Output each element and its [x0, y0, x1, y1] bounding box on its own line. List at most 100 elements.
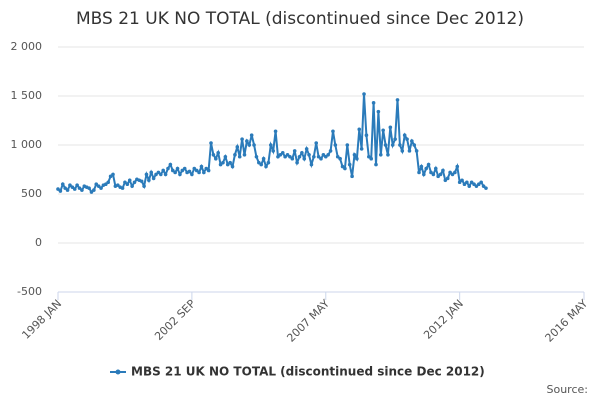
point [96, 184, 101, 188]
point [417, 170, 421, 175]
point [127, 178, 132, 183]
point [388, 125, 393, 130]
point [235, 145, 240, 149]
point [249, 133, 254, 137]
point [130, 184, 134, 188]
point [371, 101, 376, 105]
point [474, 184, 479, 188]
point [187, 169, 192, 174]
point [300, 151, 304, 155]
point [390, 143, 395, 147]
point [104, 182, 108, 186]
point [367, 154, 371, 159]
point [199, 164, 204, 169]
point [273, 129, 278, 134]
point [469, 180, 474, 185]
point [278, 153, 283, 157]
point [237, 154, 242, 159]
point [462, 182, 467, 186]
point [132, 180, 137, 185]
source: Source: [547, 383, 589, 396]
point [374, 162, 378, 167]
point [445, 176, 450, 181]
point [398, 143, 402, 147]
point [333, 143, 338, 147]
point [211, 153, 216, 157]
point [247, 143, 252, 147]
point [314, 141, 319, 145]
legend-marker [115, 369, 121, 375]
point [65, 188, 70, 192]
point [268, 143, 273, 147]
point [312, 154, 316, 159]
point [106, 180, 111, 185]
point [457, 180, 462, 185]
point [326, 153, 330, 157]
point [479, 180, 483, 185]
point [139, 179, 144, 184]
point [75, 183, 79, 187]
point [151, 176, 156, 181]
point [63, 186, 67, 190]
point [170, 168, 175, 173]
point [120, 186, 125, 190]
point [302, 156, 307, 161]
x-tick-label: 2002 SEP [152, 297, 198, 343]
point [115, 183, 120, 187]
x-tick-label: 2007 MAY [284, 297, 332, 345]
point [209, 141, 213, 145]
point [276, 154, 280, 159]
point [202, 170, 206, 175]
point [192, 166, 197, 171]
point [338, 156, 342, 161]
point [400, 149, 405, 153]
point [460, 178, 464, 183]
y-tick-label: 1 500 [11, 89, 43, 102]
y-tick-label: 2 000 [11, 40, 43, 53]
point [166, 166, 170, 171]
point [58, 189, 63, 193]
point [221, 160, 225, 165]
point [80, 188, 84, 192]
point [467, 184, 472, 188]
point [386, 153, 390, 157]
point [178, 172, 182, 177]
point [123, 180, 127, 185]
point [147, 178, 151, 183]
point [405, 137, 409, 141]
point [316, 154, 321, 159]
point [319, 156, 323, 161]
point [156, 170, 161, 175]
point [465, 180, 469, 185]
point [89, 190, 94, 194]
point [280, 151, 285, 155]
point [225, 162, 230, 167]
point [190, 172, 194, 177]
chart-title: MBS 21 UK NO TOTAL (discontinued since D… [76, 9, 524, 29]
point [414, 149, 419, 153]
point [331, 129, 335, 134]
point [228, 160, 232, 165]
point [72, 187, 77, 191]
point [412, 143, 417, 147]
point [230, 164, 235, 169]
x-tick-label: 2016 MAY [543, 297, 591, 345]
point [285, 153, 290, 157]
point [355, 156, 359, 161]
point [422, 172, 426, 177]
point [438, 172, 443, 177]
point [180, 168, 185, 173]
point [393, 137, 397, 141]
point [264, 164, 268, 169]
point [345, 143, 350, 147]
point [142, 184, 146, 188]
point [443, 178, 448, 183]
point [218, 162, 223, 167]
point [197, 170, 201, 175]
point [350, 174, 354, 179]
point [87, 186, 91, 190]
point [304, 147, 309, 151]
point [111, 172, 115, 177]
point [410, 139, 414, 143]
